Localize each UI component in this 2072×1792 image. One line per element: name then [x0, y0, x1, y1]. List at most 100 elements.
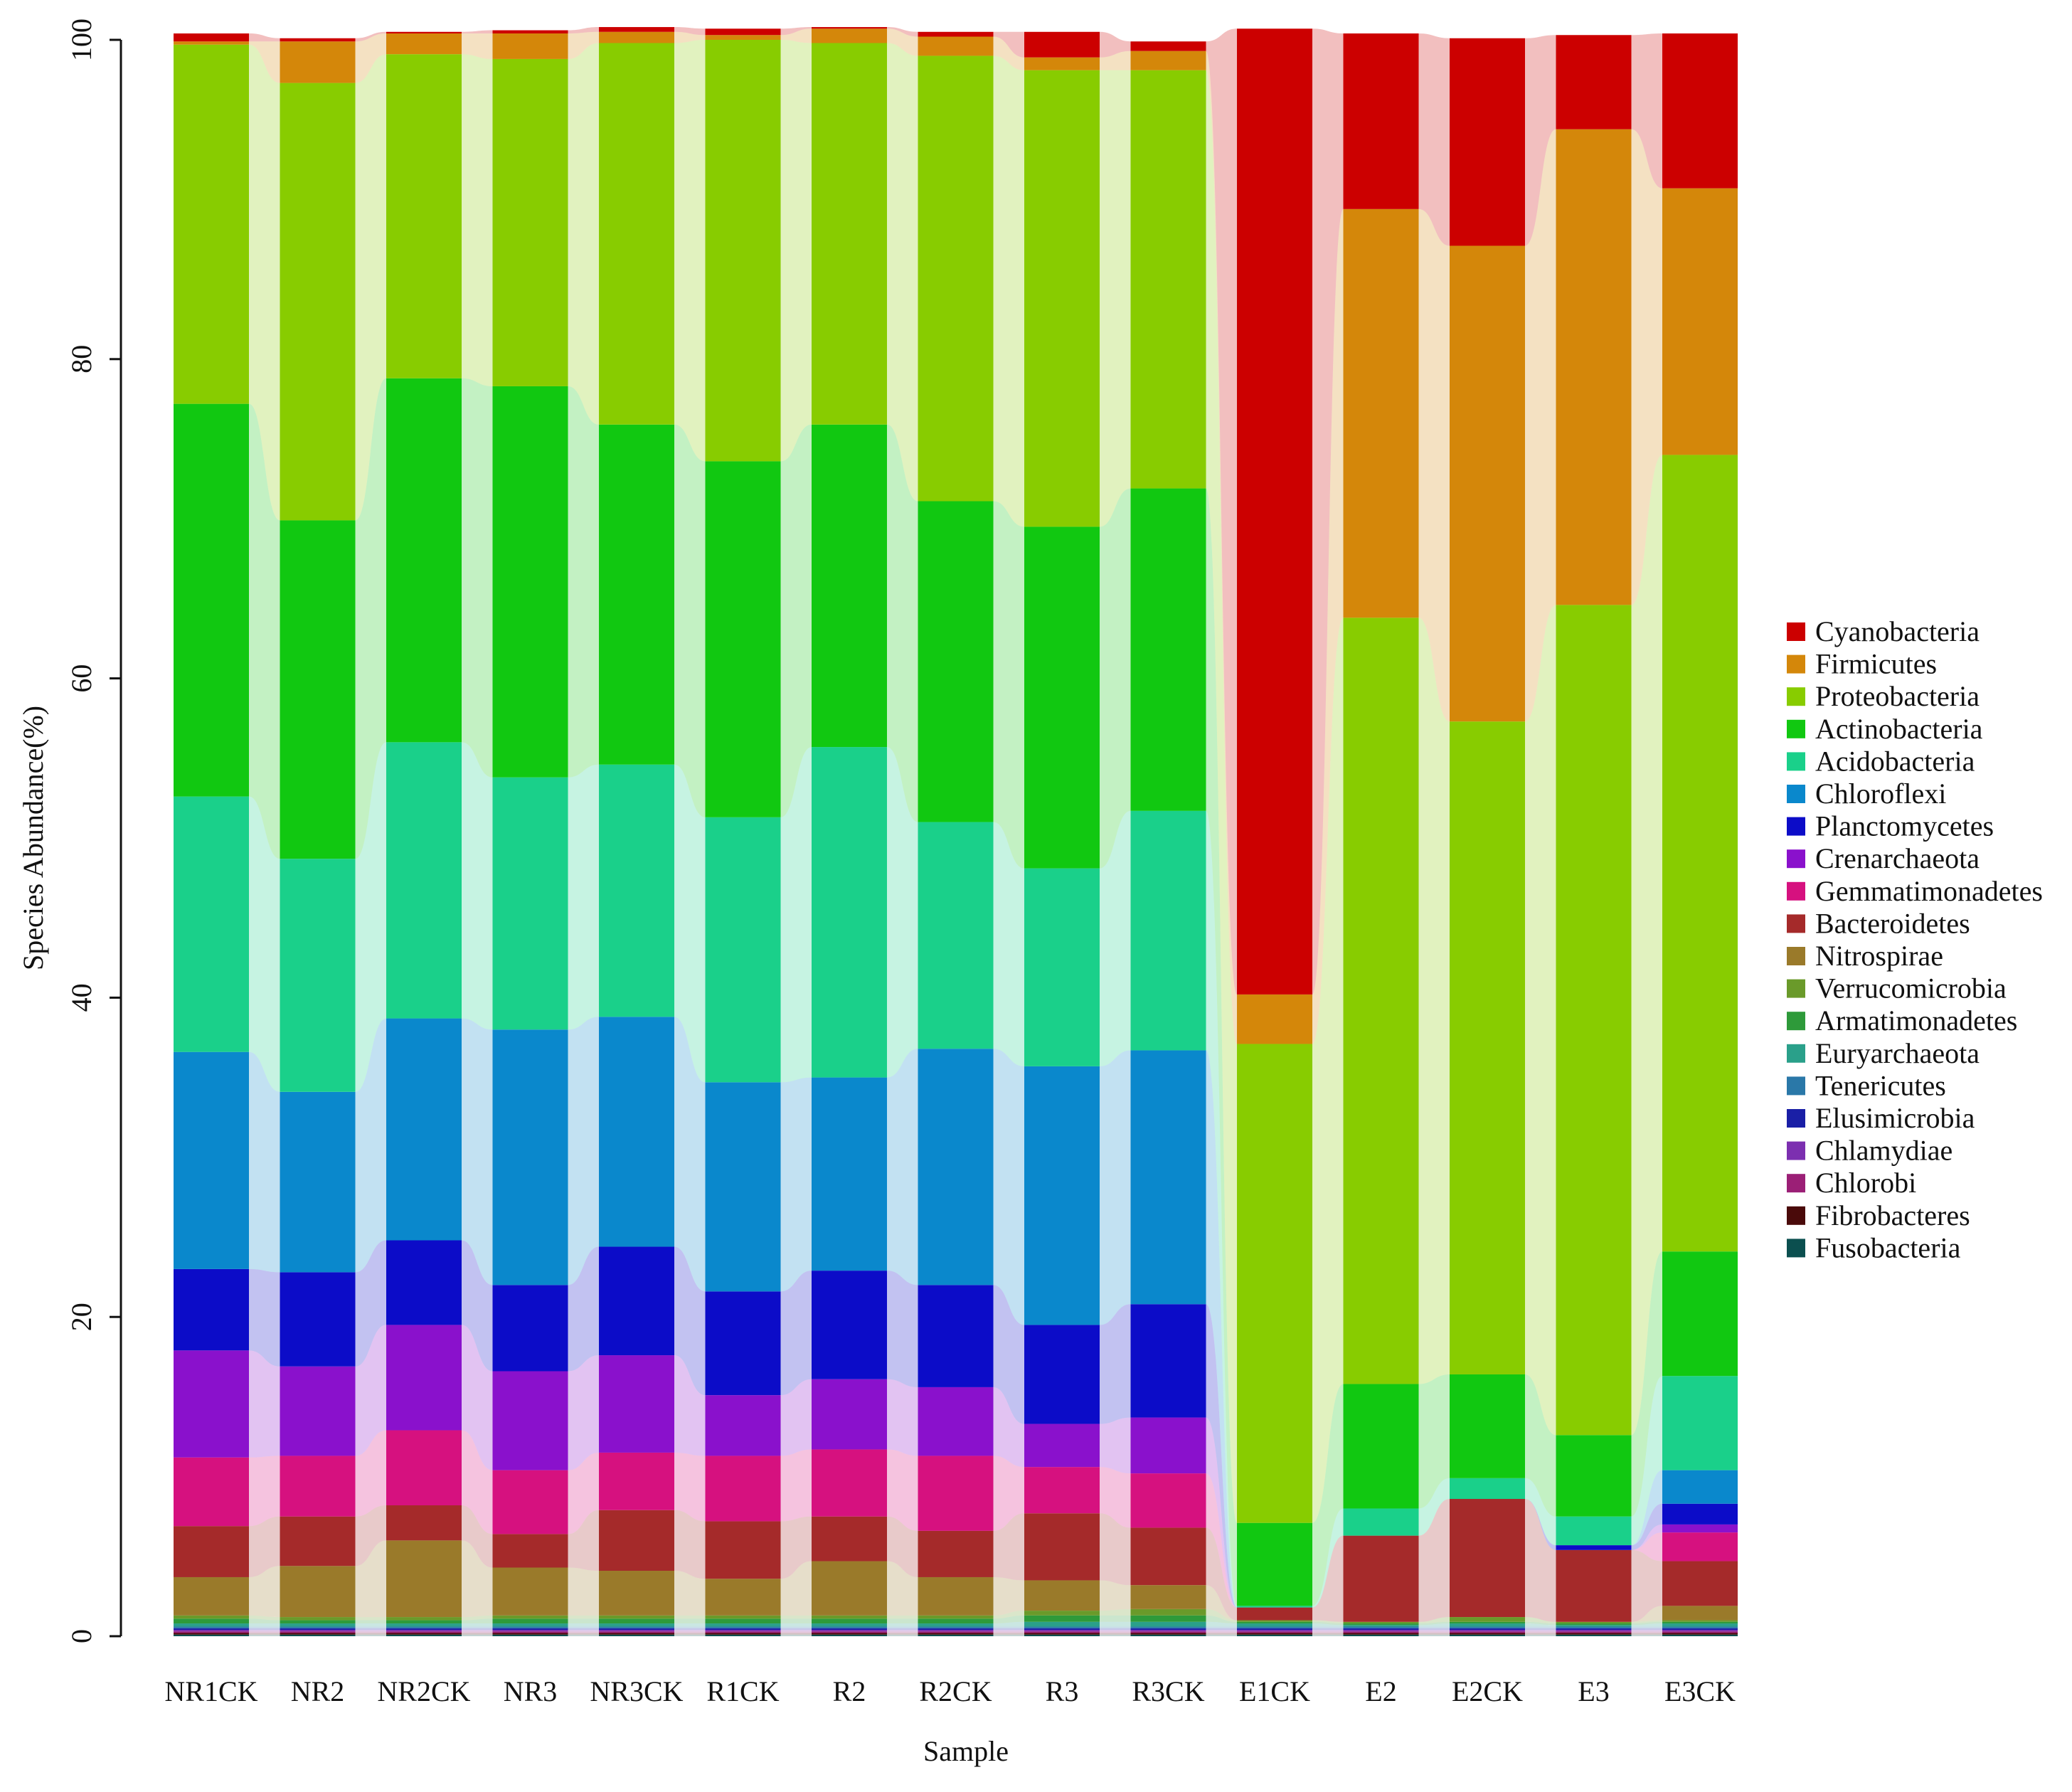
flow-band-verrucomicrobia	[993, 1611, 1024, 1619]
bar-segment-elusimicrobia	[1556, 1628, 1632, 1631]
bar-segment-actinobacteria	[1450, 1374, 1525, 1478]
bar-segment-chloroflexi	[174, 1051, 249, 1269]
flow-band-proteobacteria	[1100, 70, 1131, 527]
flow-band-planctomycetes	[568, 1246, 599, 1372]
flow-band-armatimonadetes	[355, 1620, 386, 1624]
flow-band-chlorobi	[462, 1631, 493, 1633]
bar-segment-firmicutes	[918, 36, 994, 56]
flow-band-euryarchaeota	[780, 1623, 812, 1627]
bar-segment-firmicutes	[1237, 994, 1312, 1044]
bar-segment-cyanobacteria	[812, 27, 887, 29]
bar-segment-elusimicrobia	[1024, 1628, 1100, 1631]
flow-band-fusobacteria	[1525, 1634, 1556, 1636]
bar-segment-gemmatimonadetes	[1130, 1473, 1206, 1528]
bar-segment-armatimonadetes	[1024, 1615, 1100, 1622]
flow-band-firmicutes	[1100, 51, 1131, 70]
x-tick-label: E3	[1578, 1675, 1609, 1707]
flow-band-actinobacteria	[887, 424, 918, 822]
bar-segment-proteobacteria	[1024, 70, 1100, 527]
flow-band-fibrobacteres	[674, 1633, 706, 1635]
bar-segment-euryarchaeota	[918, 1623, 994, 1627]
legend-label: Armatimonadetes	[1815, 1004, 2017, 1037]
x-tick-label: E3CK	[1664, 1675, 1736, 1707]
flow-band-crenarchaeota	[462, 1325, 493, 1470]
bar-segment-nitrospirae	[812, 1561, 887, 1616]
flow-band-fibrobacteres	[1525, 1633, 1556, 1635]
flow-band-gemmatimonadetes	[568, 1452, 599, 1534]
bar-segment-verrucomicrobia	[812, 1615, 887, 1619]
flow-band-armatimonadetes	[887, 1618, 918, 1624]
bar-segment-actinobacteria	[599, 424, 674, 765]
flow-band-chlamydiae	[1100, 1630, 1131, 1632]
flow-band-elusimicrobia	[674, 1628, 706, 1631]
bar-segment-armatimonadetes	[812, 1618, 887, 1624]
bar-segment-chlamydiae	[1662, 1630, 1738, 1632]
x-tick-label: R2	[833, 1675, 866, 1707]
bar-segment-verrucomicrobia	[1450, 1617, 1525, 1622]
flow-band-bacteroidetes	[780, 1516, 812, 1579]
flow-band-gemmatimonadetes	[1206, 1473, 1237, 1608]
bar-segment-fibrobacteres	[812, 1633, 887, 1635]
bar-segment-acidobacteria	[174, 796, 249, 1052]
bar-segment-chlorobi	[918, 1631, 994, 1633]
bar-segment-actinobacteria	[1024, 526, 1100, 869]
y-tick-label: 20	[65, 1303, 97, 1331]
flow-band-fusobacteria	[462, 1634, 493, 1636]
bar-segment-nitrospirae	[492, 1567, 568, 1616]
bar-segment-tenericutes	[492, 1626, 568, 1628]
flow-band-armatimonadetes	[780, 1618, 812, 1624]
bar-segment-gemmatimonadetes	[1024, 1467, 1100, 1514]
flow-band-firmicutes	[249, 41, 280, 83]
flow-band-chlamydiae	[568, 1630, 599, 1632]
bar-segment-proteobacteria	[1237, 1044, 1312, 1523]
flow-band-tenericutes	[1100, 1626, 1131, 1628]
bar-segment-firmicutes	[1450, 245, 1525, 722]
legend-swatch	[1787, 947, 1805, 965]
bar-segment-crenarchaeota	[280, 1366, 356, 1456]
x-tick-label: R2CK	[919, 1675, 992, 1707]
flow-bands	[249, 27, 1662, 1636]
flow-band-planctomycetes	[355, 1240, 386, 1367]
flow-band-euryarchaeota	[568, 1623, 599, 1627]
bar-segment-chlamydiae	[599, 1630, 674, 1632]
bar-segment-euryarchaeota	[1130, 1621, 1206, 1627]
bar-segment-crenarchaeota	[174, 1350, 249, 1458]
bar-segment-euryarchaeota	[1450, 1623, 1525, 1627]
bar-segment-fibrobacteres	[1237, 1633, 1312, 1635]
flow-band-tenericutes	[1631, 1626, 1662, 1628]
bar-segment-cyanobacteria	[705, 28, 781, 36]
bar-segment-elusimicrobia	[1237, 1628, 1312, 1631]
bar-segment-fusobacteria	[174, 1634, 249, 1636]
bar-segment-gemmatimonadetes	[386, 1430, 462, 1505]
flow-band-actinobacteria	[1206, 488, 1237, 1606]
flow-band-bacteroidetes	[1631, 1549, 1662, 1622]
bar-segment-actinobacteria	[174, 403, 249, 797]
flow-band-acidobacteria	[568, 764, 599, 1030]
bar-segment-acidobacteria	[386, 742, 462, 1019]
flow-band-actinobacteria	[462, 378, 493, 778]
flow-band-armatimonadetes	[674, 1618, 706, 1624]
flow-band-gemmatimonadetes	[355, 1430, 386, 1517]
flow-band-verrucomicrobia	[1418, 1617, 1450, 1624]
bar-segment-armatimonadetes	[1237, 1621, 1312, 1624]
flow-band-fibrobacteres	[780, 1633, 812, 1635]
bar-segment-nitrospirae	[705, 1579, 781, 1616]
flow-band-firmicutes	[1206, 51, 1237, 1044]
flow-band-chlorobi	[355, 1631, 386, 1633]
bar-segment-chlamydiae	[492, 1630, 568, 1632]
legend-label: Firmicutes	[1815, 648, 1937, 680]
bar-segment-tenericutes	[1450, 1626, 1525, 1628]
flow-band-euryarchaeota	[462, 1623, 493, 1627]
legend-label: Tenericutes	[1815, 1069, 1946, 1101]
bar-segment-tenericutes	[174, 1626, 249, 1628]
flow-band-armatimonadetes	[1312, 1621, 1344, 1626]
flow-band-nitrospirae	[462, 1540, 493, 1618]
legend-swatch	[1787, 914, 1805, 933]
flow-band-elusimicrobia	[780, 1628, 812, 1631]
flow-band-planctomycetes	[780, 1271, 812, 1396]
bar-segment-tenericutes	[1556, 1626, 1632, 1628]
bar-segment-tenericutes	[1662, 1626, 1738, 1628]
bar-segment-planctomycetes	[1556, 1545, 1632, 1550]
